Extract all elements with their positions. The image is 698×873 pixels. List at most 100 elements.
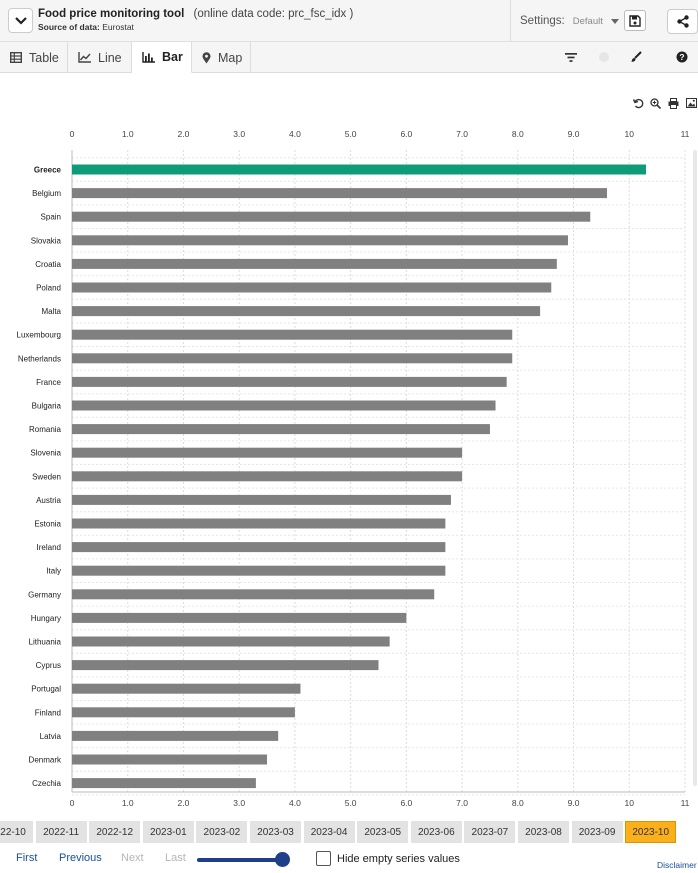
time-period-button[interactable]: 2023-01	[142, 821, 194, 843]
bar[interactable]	[72, 282, 552, 293]
hide-empty-checkbox[interactable]	[316, 851, 331, 866]
bar[interactable]	[72, 683, 301, 694]
bar[interactable]	[72, 164, 646, 175]
time-slider-handle[interactable]	[275, 852, 290, 867]
x-tick-label-top: 3.0	[233, 129, 245, 139]
tab-line[interactable]: Line	[68, 42, 132, 73]
time-period-button[interactable]: 2022-10	[0, 821, 33, 843]
bar[interactable]	[72, 306, 541, 317]
save-button[interactable]	[624, 10, 646, 31]
time-period-button[interactable]: 2023-06	[410, 821, 462, 843]
category-label: Latvia	[40, 732, 62, 741]
tab-map[interactable]: Map	[192, 42, 251, 73]
time-period-button[interactable]: 2023-04	[303, 821, 355, 843]
hide-empty-label: Hide empty series values	[337, 853, 460, 865]
previous-button[interactable]: Previous	[59, 852, 102, 864]
tab-table[interactable]: Table	[0, 42, 68, 73]
undo-icon	[632, 98, 643, 108]
bar[interactable]	[72, 188, 607, 199]
print-button[interactable]	[666, 96, 680, 110]
chevron-down-icon[interactable]	[610, 18, 619, 24]
bar[interactable]	[72, 471, 463, 482]
bar[interactable]	[72, 636, 390, 647]
timeline-navigation: First Previous Next Last Hide empty seri…	[0, 848, 698, 870]
x-tick-label-top: 6.0	[400, 129, 412, 139]
bar[interactable]	[72, 589, 435, 600]
x-tick-label-top: 1.0	[122, 129, 134, 139]
data-source: Source of data: Eurostat	[38, 22, 134, 32]
x-tick-label-bottom: 8.0	[512, 798, 524, 808]
time-period-button[interactable]: 2023-07	[464, 821, 516, 843]
bar[interactable]	[72, 400, 496, 411]
x-tick-label-bottom: 5.0	[345, 798, 357, 808]
bar[interactable]	[72, 660, 379, 671]
chart-scrollbar[interactable]	[693, 150, 697, 786]
share-icon	[676, 15, 689, 28]
reset-button[interactable]	[631, 96, 645, 110]
tab-line-label: Line	[98, 50, 122, 65]
time-period-selector: 2022-102022-112022-122023-012023-022023-…	[0, 821, 698, 843]
floppy-disk-icon	[629, 14, 641, 27]
category-label: Finland	[35, 708, 61, 717]
bar[interactable]	[72, 424, 490, 435]
palette-button[interactable]	[594, 47, 614, 67]
next-button[interactable]: Next	[121, 852, 144, 864]
bar[interactable]	[72, 376, 507, 387]
x-tick-label-bottom: 3.0	[233, 798, 245, 808]
category-label: Belgium	[32, 189, 61, 198]
print-icon	[668, 97, 678, 109]
source-value: Eurostat	[102, 22, 134, 32]
bar[interactable]	[72, 258, 557, 269]
x-tick-label-top: 10	[625, 129, 635, 139]
tab-bar[interactable]: Bar	[132, 42, 192, 73]
first-button[interactable]: First	[16, 852, 38, 864]
bar[interactable]	[72, 447, 463, 458]
time-period-button[interactable]: 2023-08	[518, 821, 569, 843]
bar[interactable]	[72, 707, 295, 718]
filter-button[interactable]	[561, 47, 581, 67]
customize-button[interactable]	[626, 47, 646, 67]
time-period-button[interactable]: 2023-05	[357, 821, 409, 843]
collapse-button[interactable]	[8, 8, 33, 33]
settings-label: Settings:	[520, 15, 565, 27]
bar-chart: 0 0 1.0 1.0 2.0 2.0 3.0 3.0 4.0 4.0 5.0 5.0 6.0 6.0 7.…	[17, 129, 690, 808]
last-button[interactable]: Last	[165, 852, 186, 864]
time-period-button[interactable]: 2023-02	[196, 821, 248, 843]
x-tick-label-top: 5.0	[345, 129, 357, 139]
bar[interactable]	[72, 542, 446, 553]
share-button[interactable]	[667, 9, 698, 34]
category-label: Luxembourg	[17, 331, 61, 340]
svg-text:?: ?	[679, 52, 684, 62]
x-tick-label-bottom: 1.0	[122, 798, 134, 808]
zoom-button[interactable]	[648, 96, 662, 110]
time-period-button[interactable]: 2023-09	[571, 821, 623, 843]
bar[interactable]	[72, 612, 407, 623]
time-slider-track[interactable]	[197, 858, 285, 862]
bar[interactable]	[72, 778, 256, 789]
time-period-button[interactable]: 2022-12	[89, 821, 141, 843]
bar[interactable]	[72, 754, 268, 765]
x-tick-label-bottom: 4.0	[289, 798, 301, 808]
settings-select[interactable]: Default	[572, 15, 603, 27]
bar[interactable]	[72, 494, 451, 505]
help-button[interactable]: ?	[672, 47, 692, 67]
download-image-button[interactable]	[684, 96, 698, 110]
source-label: Source of data:	[38, 22, 100, 32]
page-title: Food price monitoring tool (online data …	[38, 8, 353, 20]
time-period-button[interactable]: 2023-10	[625, 821, 677, 843]
bar[interactable]	[72, 235, 568, 246]
bar[interactable]	[72, 565, 446, 576]
x-tick-label-top: 9.0	[568, 129, 580, 139]
tab-table-label: Table	[29, 50, 59, 65]
time-period-button[interactable]: 2022-11	[35, 821, 87, 843]
x-tick-label-bottom: 11	[681, 798, 690, 808]
bar[interactable]	[72, 353, 513, 364]
bar[interactable]	[72, 329, 513, 340]
time-period-button[interactable]: 2023-03	[250, 821, 301, 843]
bar[interactable]	[72, 730, 279, 741]
table-icon	[10, 52, 22, 63]
bar[interactable]	[72, 518, 446, 529]
bar[interactable]	[72, 211, 591, 222]
image-icon	[685, 98, 697, 108]
disclaimer-link[interactable]: Disclaimer	[657, 860, 697, 870]
